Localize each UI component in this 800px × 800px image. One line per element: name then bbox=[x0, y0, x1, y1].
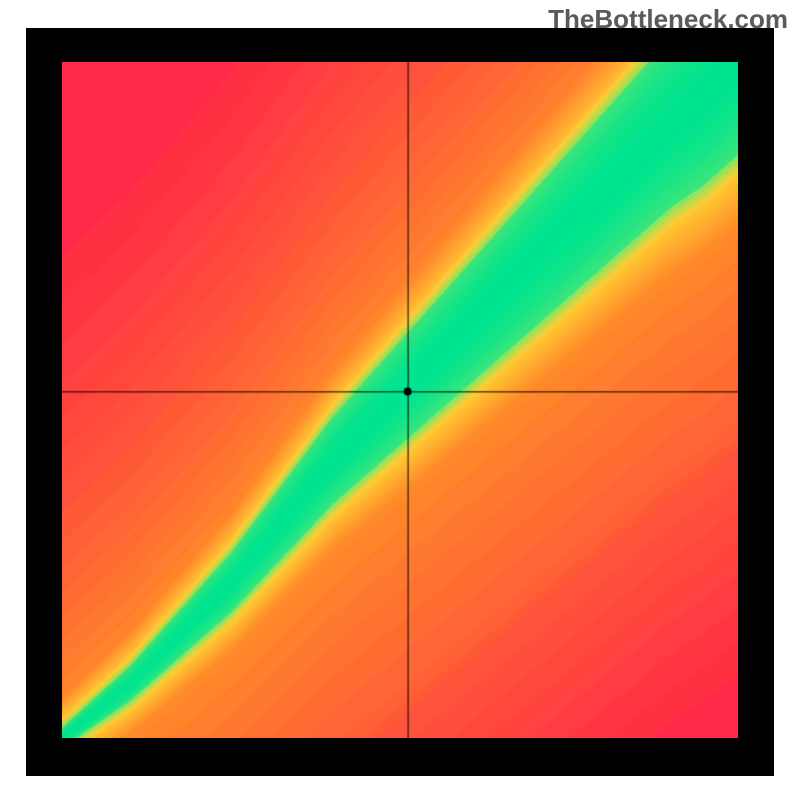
figure-container: TheBottleneck.com bbox=[0, 0, 800, 800]
heatmap-canvas bbox=[62, 62, 738, 738]
watermark-text: TheBottleneck.com bbox=[548, 4, 788, 35]
